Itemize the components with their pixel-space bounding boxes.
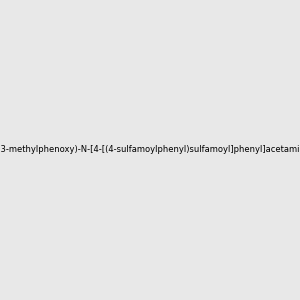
Text: 2-(3-methylphenoxy)-N-[4-[(4-sulfamoylphenyl)sulfamoyl]phenyl]acetamide: 2-(3-methylphenoxy)-N-[4-[(4-sulfamoylph… (0, 146, 300, 154)
